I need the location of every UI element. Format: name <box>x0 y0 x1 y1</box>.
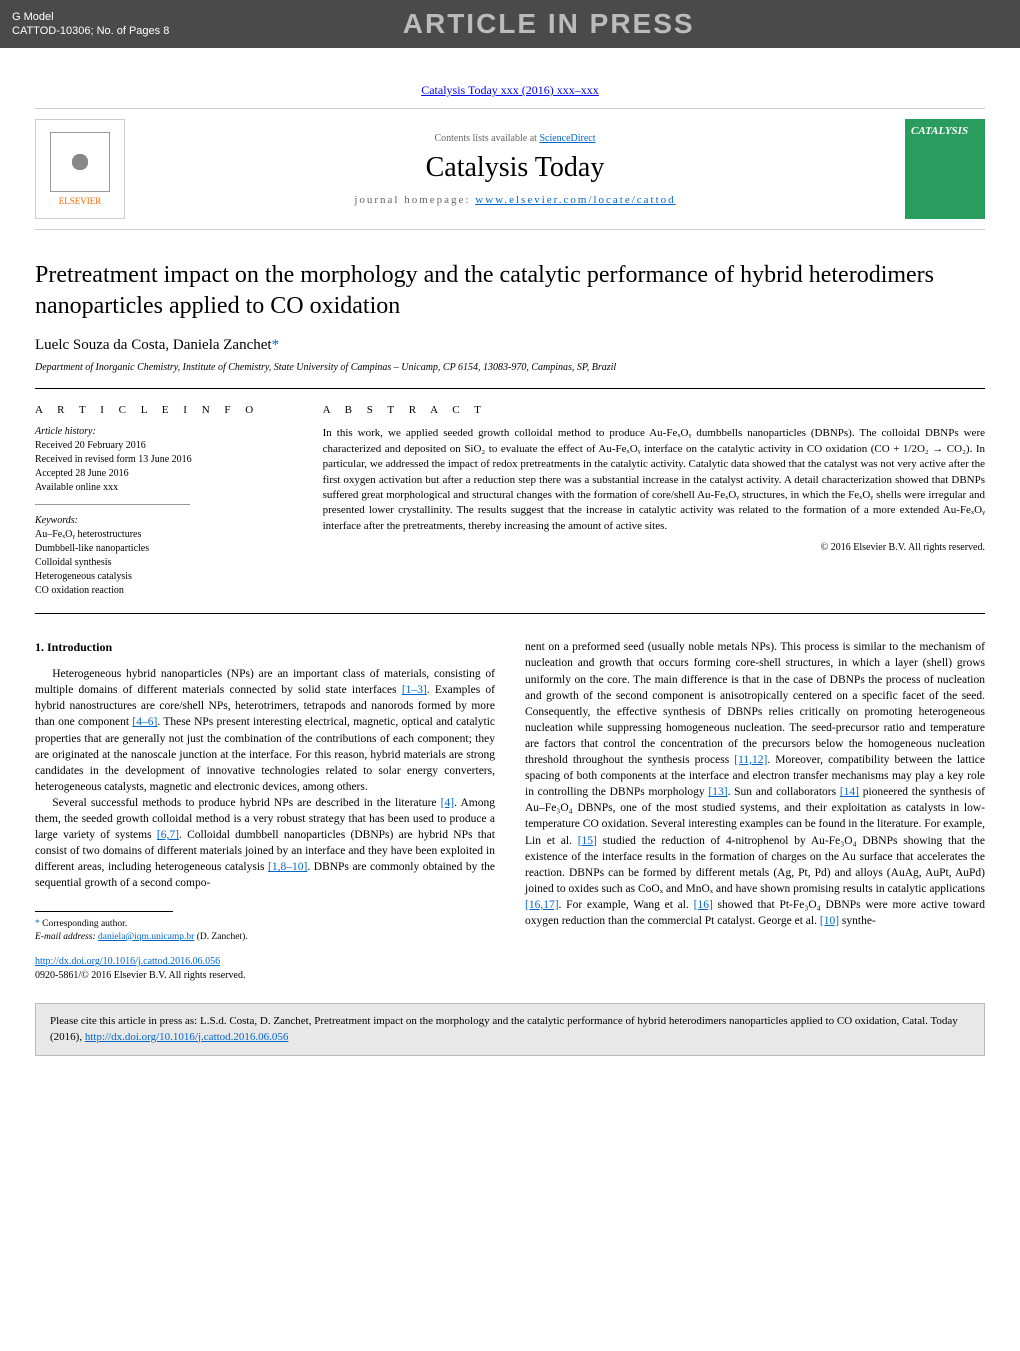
ref-link[interactable]: [6,7] <box>157 829 179 841</box>
intro-heading: 1. Introduction <box>35 639 495 656</box>
history-received: Received 20 February 2016 <box>35 439 293 452</box>
email-link[interactable]: daniela@iqm.unicamp.br <box>98 932 194 942</box>
abstract-heading: A B S T R A C T <box>323 404 985 416</box>
doi-link[interactable]: http://dx.doi.org/10.1016/j.cattod.2016.… <box>35 956 220 967</box>
keyword-item: Colloidal synthesis <box>35 556 293 569</box>
affiliation: Department of Inorganic Chemistry, Insti… <box>35 362 985 373</box>
abstract-text: In this work, we applied seeded growth c… <box>323 426 985 534</box>
author-names: Luelc Souza da Costa, Daniela Zanchet <box>35 337 272 353</box>
email-prefix: E-mail address: <box>35 932 98 942</box>
body-columns: 1. Introduction Heterogeneous hybrid nan… <box>35 639 985 983</box>
corresponding-author-label: Corresponding author. <box>42 919 127 929</box>
cover-title: CATALYSIS <box>911 125 979 137</box>
contents-line: Contents lists available at ScienceDirec… <box>125 133 905 144</box>
body-column-left: 1. Introduction Heterogeneous hybrid nan… <box>35 639 495 983</box>
header-bar: G Model CATTOD-10306; No. of Pages 8 ART… <box>0 0 1020 48</box>
journal-cover-thumbnail: CATALYSIS <box>905 119 985 219</box>
abstract-copyright: © 2016 Elsevier B.V. All rights reserved… <box>323 542 985 553</box>
keyword-item: Au–FeₓOᵧ heterostructures <box>35 528 293 541</box>
article-title: Pretreatment impact on the morphology an… <box>35 260 985 322</box>
abstract-column: A B S T R A C T In this work, we applied… <box>323 404 985 598</box>
text-span: Several successful methods to produce hy… <box>52 797 440 809</box>
ref-link[interactable]: [16] <box>694 899 713 911</box>
journal-name: Catalysis Today <box>125 152 905 184</box>
ref-link[interactable]: [4–6] <box>132 716 157 728</box>
text-span: . For example, Wang et al. <box>559 899 694 911</box>
text-span: nent on a preformed seed (usually noble … <box>525 641 985 766</box>
elsevier-logo: ELSEVIER <box>35 119 125 219</box>
citation-box: Please cite this article in press as: L.… <box>35 1003 985 1056</box>
ref-link[interactable]: [14] <box>840 786 859 798</box>
ref-link[interactable]: [10] <box>820 915 839 927</box>
article-meta-block: A R T I C L E I N F O Article history: R… <box>35 388 985 614</box>
homepage-line: journal homepage: www.elsevier.com/locat… <box>125 194 905 206</box>
ref-link[interactable]: [13] <box>708 786 727 798</box>
doi-block: http://dx.doi.org/10.1016/j.cattod.2016.… <box>35 955 495 983</box>
history-accepted: Accepted 28 June 2016 <box>35 467 293 480</box>
history-online: Available online xxx <box>35 481 293 494</box>
footnote-separator <box>35 911 173 912</box>
info-divider <box>35 504 190 505</box>
intro-para-2: Several successful methods to produce hy… <box>35 795 495 892</box>
ref-link[interactable]: [4] <box>441 797 454 809</box>
contents-prefix: Contents lists available at <box>434 133 539 144</box>
history-heading: Article history: <box>35 426 293 437</box>
intro-para-1: Heterogeneous hybrid nanoparticles (NPs)… <box>35 666 495 795</box>
keyword-item: Heterogeneous catalysis <box>35 570 293 583</box>
journal-banner: ELSEVIER Contents lists available at Sci… <box>35 108 985 230</box>
ref-link[interactable]: [15] <box>578 835 597 847</box>
keyword-item: CO oxidation reaction <box>35 584 293 597</box>
ref-link[interactable]: [1–3] <box>402 684 427 696</box>
article-info-column: A R T I C L E I N F O Article history: R… <box>35 404 293 598</box>
sciencedirect-link[interactable]: ScienceDirect <box>539 133 595 144</box>
issn-line: 0920-5861/© 2016 Elsevier B.V. All right… <box>35 970 245 981</box>
citation-link-text[interactable]: Catalysis Today xxx (2016) xxx–xxx <box>421 83 599 97</box>
keywords-heading: Keywords: <box>35 515 293 526</box>
text-span: . Sun and collaborators <box>728 786 840 798</box>
email-suffix: (D. Zanchet). <box>194 932 247 942</box>
history-revised: Received in revised form 13 June 2016 <box>35 453 293 466</box>
ref-link[interactable]: [1,8–10] <box>268 861 307 873</box>
corresponding-marker: * <box>272 337 280 353</box>
g-model-label: G Model <box>12 11 169 23</box>
keyword-item: Dumbbell-like nanoparticles <box>35 542 293 555</box>
intro-para-continuation: nent on a preformed seed (usually noble … <box>525 639 985 929</box>
homepage-url[interactable]: www.elsevier.com/locate/cattod <box>475 194 675 206</box>
elsevier-tree-icon <box>50 132 110 192</box>
elsevier-label: ELSEVIER <box>59 196 102 206</box>
homepage-prefix: journal homepage: <box>354 194 475 206</box>
ref-link[interactable]: [16,17] <box>525 899 559 911</box>
text-span: synthe- <box>839 915 876 927</box>
authors: Luelc Souza da Costa, Daniela Zanchet* <box>35 337 985 354</box>
article-in-press: ARTICLE IN PRESS <box>403 8 695 40</box>
body-column-right: nent on a preformed seed (usually noble … <box>525 639 985 983</box>
info-heading: A R T I C L E I N F O <box>35 404 293 416</box>
journal-citation-link[interactable]: Catalysis Today xxx (2016) xxx–xxx <box>35 83 985 98</box>
cite-doi-link[interactable]: http://dx.doi.org/10.1016/j.cattod.2016.… <box>85 1031 289 1043</box>
footnotes: * Corresponding author. E-mail address: … <box>35 918 495 943</box>
ref-link[interactable]: [11,12] <box>734 754 767 766</box>
model-id: CATTOD-10306; No. of Pages 8 <box>12 25 169 37</box>
